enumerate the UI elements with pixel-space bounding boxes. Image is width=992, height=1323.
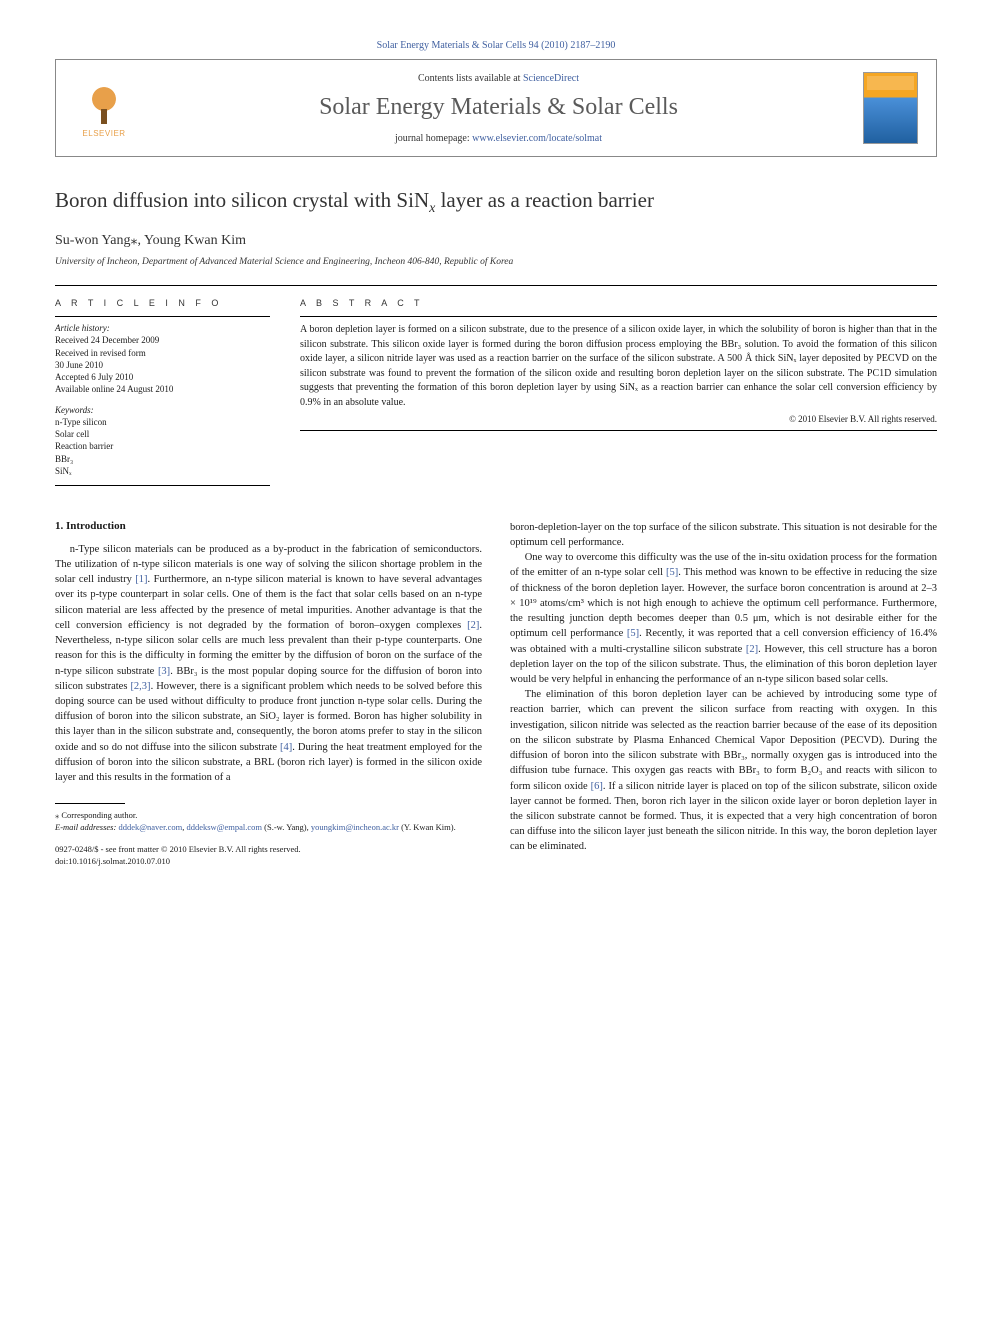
journal-header-box: ELSEVIER Contents lists available at Sci…	[55, 59, 937, 157]
article-history-label: Article history:	[55, 323, 270, 333]
keyword: Solar cell	[55, 428, 270, 440]
email-link[interactable]: youngkim@incheon.ac.kr	[311, 822, 399, 832]
elsevier-name: ELSEVIER	[82, 129, 125, 138]
email-link[interactable]: dddeksw@empal.com	[186, 822, 262, 832]
author-2: , Young Kwan Kim	[137, 233, 246, 248]
reference-link[interactable]: [5]	[627, 628, 639, 639]
body-paragraph: The elimination of this boron depletion …	[510, 687, 937, 854]
divider-thin	[300, 430, 937, 431]
body-paragraph: n-Type silicon materials can be produced…	[55, 542, 482, 786]
abstract-text: A boron depletion layer is formed on a s…	[300, 323, 937, 410]
contents-lists-line: Contents lists available at ScienceDirec…	[152, 73, 845, 84]
title-part-2: layer as a reaction barrier	[435, 188, 654, 212]
keyword: Reaction barrier	[55, 440, 270, 452]
history-item: Received in revised form	[55, 347, 270, 359]
homepage-link[interactable]: www.elsevier.com/locate/solmat	[472, 133, 602, 144]
body-column-left: 1. Introduction n-Type silicon materials…	[55, 520, 482, 868]
homepage-line: journal homepage: www.elsevier.com/locat…	[152, 133, 845, 144]
history-item: Received 24 December 2009	[55, 334, 270, 346]
meta-abstract-row: A R T I C L E I N F O Article history: R…	[55, 298, 937, 491]
keyword: n-Type silicon	[55, 416, 270, 428]
abstract-copyright: © 2010 Elsevier B.V. All rights reserved…	[300, 414, 937, 424]
author-1: Su-won Yang	[55, 233, 130, 248]
journal-citation: Solar Energy Materials & Solar Cells 94 …	[55, 40, 937, 51]
body-two-column: 1. Introduction n-Type silicon materials…	[55, 520, 937, 868]
divider-thin	[55, 316, 270, 317]
footnote-divider	[55, 803, 125, 804]
reference-link[interactable]: [6]	[591, 781, 603, 792]
body-paragraph: boron-depletion-layer on the top surface…	[510, 520, 937, 550]
journal-cover-thumbnail	[863, 72, 918, 144]
corresponding-author-footnote: ⁎ Corresponding author.	[55, 810, 482, 822]
issn-doi-block: 0927-0248/$ - see front matter © 2010 El…	[55, 844, 482, 868]
reference-link[interactable]: [4]	[280, 742, 292, 753]
divider-thin	[300, 316, 937, 317]
history-item: 30 June 2010	[55, 359, 270, 371]
article-info-label: A R T I C L E I N F O	[55, 298, 270, 308]
reference-link[interactable]: [2]	[746, 644, 758, 655]
email-footnote: E-mail addresses: dddek@naver.com, dddek…	[55, 822, 482, 834]
divider	[55, 285, 937, 286]
divider-thin	[55, 485, 270, 486]
keyword: BBr₃	[55, 453, 270, 465]
body-paragraph: One way to overcome this difficulty was …	[510, 550, 937, 687]
title-part-1: Boron diffusion into silicon crystal wit…	[55, 188, 429, 212]
reference-link[interactable]: [2]	[467, 620, 479, 631]
keywords-label: Keywords:	[55, 405, 270, 415]
email-link[interactable]: dddek@naver.com	[118, 822, 182, 832]
history-item: Accepted 6 July 2010	[55, 371, 270, 383]
text-span: The elimination of this boron depletion …	[510, 689, 937, 791]
elsevier-tree-icon	[79, 79, 129, 129]
keyword: SiNₓ	[55, 465, 270, 477]
history-item: Available online 24 August 2010	[55, 383, 270, 395]
journal-title: Solar Energy Materials & Solar Cells	[152, 94, 845, 121]
reference-link[interactable]: [1]	[135, 574, 147, 585]
body-column-right: boron-depletion-layer on the top surface…	[510, 520, 937, 868]
email-name: (S.-w. Yang),	[262, 822, 311, 832]
section-heading-introduction: 1. Introduction	[55, 520, 482, 532]
authors-line: Su-won Yang⁎, Young Kwan Kim	[55, 232, 937, 249]
sciencedirect-link[interactable]: ScienceDirect	[523, 73, 579, 84]
email-label: E-mail addresses:	[55, 822, 118, 832]
email-name: (Y. Kwan Kim).	[399, 822, 456, 832]
contents-prefix: Contents lists available at	[418, 73, 523, 84]
doi-line: doi:10.1016/j.solmat.2010.07.010	[55, 856, 482, 868]
article-title: Boron diffusion into silicon crystal wit…	[55, 187, 937, 218]
affiliation: University of Incheon, Department of Adv…	[55, 257, 937, 267]
issn-line: 0927-0248/$ - see front matter © 2010 El…	[55, 844, 482, 856]
reference-link[interactable]: [2,3]	[130, 681, 150, 692]
header-center: Contents lists available at ScienceDirec…	[152, 73, 845, 144]
abstract-label: A B S T R A C T	[300, 298, 937, 308]
article-info-column: A R T I C L E I N F O Article history: R…	[55, 298, 270, 491]
reference-link[interactable]: [3]	[158, 666, 170, 677]
elsevier-logo: ELSEVIER	[74, 73, 134, 143]
abstract-column: A B S T R A C T A boron depletion layer …	[300, 298, 937, 491]
reference-link[interactable]: [5]	[666, 567, 678, 578]
homepage-prefix: journal homepage:	[395, 133, 472, 144]
